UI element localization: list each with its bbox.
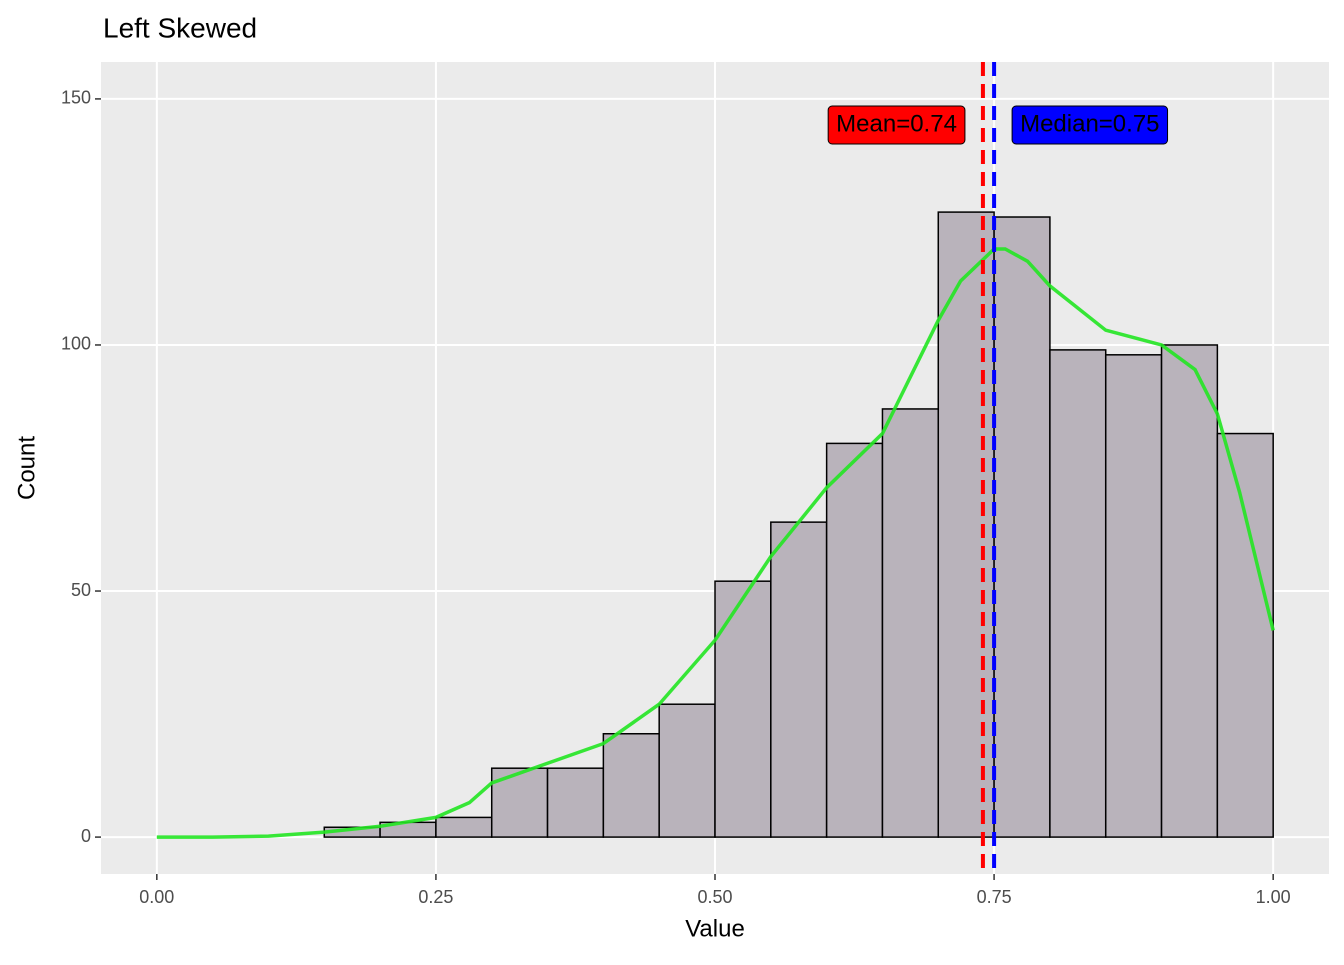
bar xyxy=(602,732,660,838)
x-axis-title: Value xyxy=(685,915,745,942)
x-tick-label: 0.50 xyxy=(697,887,732,907)
median-label-box xyxy=(1011,105,1169,145)
bar xyxy=(1104,354,1163,838)
density-curve xyxy=(156,247,1275,839)
bar xyxy=(825,442,884,838)
y-tick-label: 100 xyxy=(61,334,91,354)
median-label: Median=0.75 xyxy=(1020,110,1159,137)
y-tick-label: 150 xyxy=(61,88,91,108)
x-tick-label: 0.25 xyxy=(418,887,453,907)
mean-label-box xyxy=(827,105,966,145)
mean-label: Mean=0.74 xyxy=(836,110,957,137)
x-tick-label: 1.00 xyxy=(1256,887,1291,907)
x-tick-label: 0.75 xyxy=(977,887,1012,907)
bar xyxy=(770,521,828,838)
bar xyxy=(1216,432,1274,838)
bar xyxy=(546,767,605,838)
y-tick-label: 50 xyxy=(71,580,91,600)
bar xyxy=(435,816,493,838)
y-tick-label: 0 xyxy=(81,826,91,846)
bar xyxy=(993,216,1051,838)
bar xyxy=(714,580,772,838)
bar xyxy=(881,408,940,838)
y-axis-title: Count xyxy=(13,436,40,500)
bar xyxy=(658,703,716,838)
bar xyxy=(1049,349,1107,838)
chart-title: Left Skewed xyxy=(103,12,257,43)
x-tick-label: 0.00 xyxy=(139,887,174,907)
bar xyxy=(1160,344,1219,838)
